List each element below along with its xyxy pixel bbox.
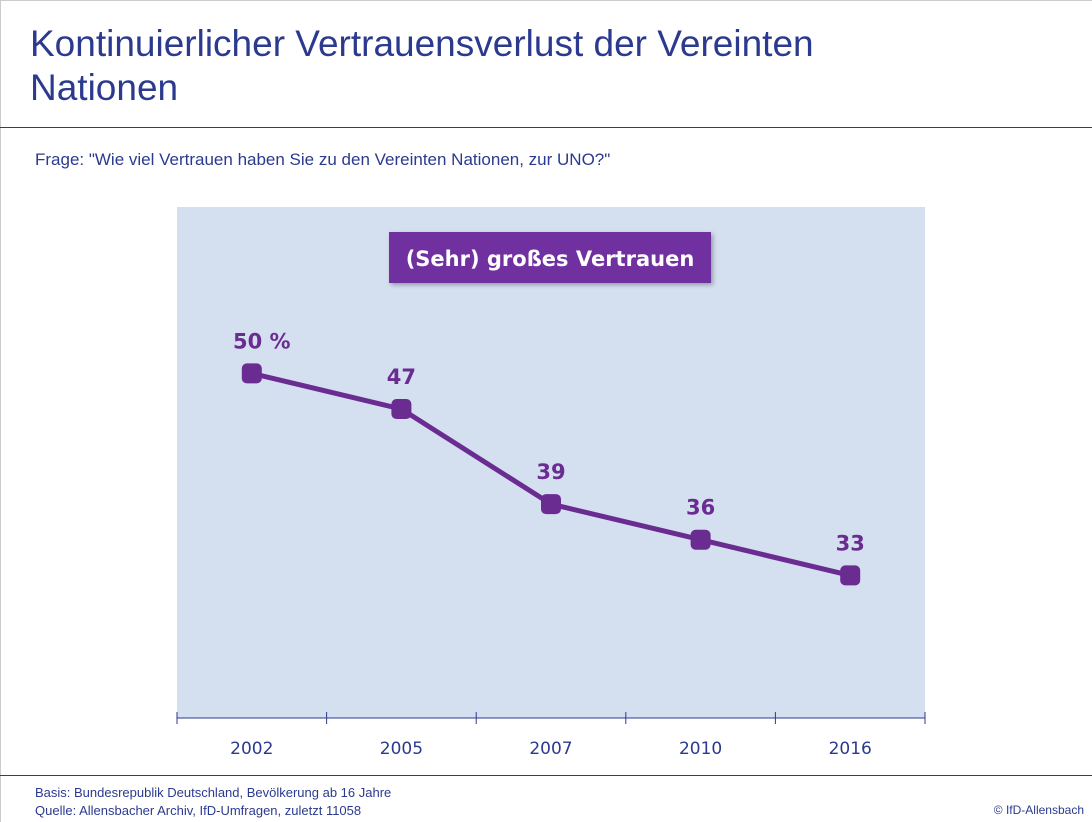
footnote: Basis: Bundesrepublik Deutschland, Bevöl… bbox=[35, 785, 392, 800]
data-label: 36 bbox=[686, 496, 715, 520]
x-tick-label: 2005 bbox=[380, 739, 423, 759]
footer-rule bbox=[0, 775, 1092, 776]
marker bbox=[690, 529, 711, 550]
marker bbox=[541, 494, 561, 515]
data-label: 33 bbox=[836, 531, 865, 555]
annotation-box bbox=[389, 232, 711, 283]
x-tick-label: 2016 bbox=[829, 739, 872, 759]
plot-area bbox=[177, 207, 925, 718]
data-label: 50 % bbox=[233, 329, 291, 353]
copyright: © IfD-Allensbach bbox=[993, 803, 1084, 817]
frame-left bbox=[0, 0, 1, 822]
data-label: 47 bbox=[387, 365, 416, 389]
data-label: 39 bbox=[536, 460, 565, 484]
chart-title: Kontinuierlicher Vertrauensverlust der V… bbox=[30, 23, 814, 108]
frame-top bbox=[0, 0, 1092, 1]
marker bbox=[840, 565, 861, 586]
chart: (Sehr) großes Vertrauen 2002 2005 2007 2010… bbox=[176, 207, 926, 759]
x-tick-label: 2007 bbox=[529, 739, 572, 759]
marker bbox=[391, 399, 412, 420]
marker bbox=[241, 363, 262, 384]
x-tick-label: 2002 bbox=[230, 739, 273, 759]
x-tick-label: 2010 bbox=[679, 739, 722, 759]
footnote: Quelle: Allensbacher Archiv, IfD-Umfrage… bbox=[35, 803, 362, 818]
annotation: (Sehr) großes Vertrauen bbox=[406, 247, 695, 271]
title-rule bbox=[0, 127, 1092, 128]
subtitle: Frage: "Wie viel Vertrauen haben Sie zu … bbox=[35, 150, 611, 169]
